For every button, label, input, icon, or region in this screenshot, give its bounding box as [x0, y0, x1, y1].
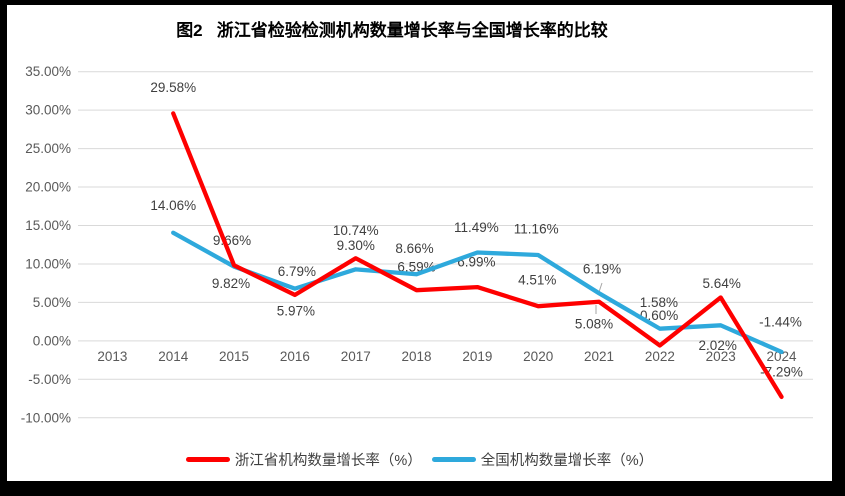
data-point-label: 2.02% — [699, 338, 737, 353]
y-axis-tick-label: 10.00% — [25, 256, 71, 271]
data-point-label: 8.66% — [395, 241, 433, 256]
data-point-label: 6.79% — [278, 264, 316, 279]
x-axis-tick-label: 2016 — [280, 349, 310, 364]
y-axis-tick-label: 30.00% — [25, 103, 71, 118]
x-axis-tick-label: 2013 — [97, 349, 127, 364]
data-point-label: 5.08% — [575, 316, 613, 331]
x-axis-tick-label: 2014 — [158, 349, 189, 364]
x-axis-tick-label: 2023 — [706, 349, 736, 364]
data-point-label: 10.74% — [333, 223, 379, 238]
plot-area: 35.00% 30.00% 25.00% 20.00% 15.00% 10.00% 5.00… — [21, 64, 813, 425]
data-point-label: 1.58% — [640, 295, 678, 310]
legend-swatch-national-blue-line — [431, 457, 476, 462]
x-axis-tick-label: 2018 — [402, 349, 432, 364]
legend-label-zhejiang: 浙江省机构数量增长率（%） — [234, 453, 422, 469]
chart-title: 图2 浙江省检验检测机构数量增长率与全国增长率的比较 — [176, 21, 608, 40]
legend-item-zhejiang: 浙江省机构数量增长率（%） — [185, 449, 422, 470]
y-axis-tick-label: 0.00% — [33, 333, 71, 348]
chart-canvas: 图2 浙江省检验检测机构数量增长率与全国增长率的比较 35.00% 30.00% 2… — [7, 5, 832, 481]
y-axis-tick-label: -10.00% — [21, 410, 71, 425]
legend-label-national: 全国机构数量增长率（%） — [480, 453, 654, 469]
data-point-label: 9.66% — [213, 233, 251, 248]
y-axis-tick-label: 5.00% — [33, 295, 71, 310]
x-axis-tick-label: 2019 — [462, 349, 492, 364]
series-line-zhejiang — [171, 111, 784, 400]
x-axis-tick-label: 2020 — [523, 349, 553, 364]
data-point-label: 5.64% — [703, 276, 741, 291]
legend-item-national: 全国机构数量增长率（%） — [431, 449, 654, 470]
y-axis-tick-label: 20.00% — [25, 180, 71, 195]
series-line-national — [171, 230, 784, 355]
label-leader-line — [598, 282, 603, 293]
x-axis-tick-label: 2021 — [584, 349, 614, 364]
x-axis-tick-label: 2022 — [645, 349, 675, 364]
y-axis-tick-label: 15.00% — [25, 218, 71, 233]
data-point-label: 29.58% — [150, 80, 196, 95]
data-point-label: 9.82% — [212, 276, 250, 291]
y-axis-tick-label: 35.00% — [25, 64, 71, 79]
x-axis-tick-label: 2024 — [767, 349, 798, 364]
legend: 浙江省机构数量增长率（%） 全国机构数量增长率（%） — [7, 449, 832, 470]
data-point-label: -1.44% — [759, 314, 802, 329]
data-point-label: 9.30% — [337, 238, 375, 253]
x-axis-tick-label: 2017 — [341, 349, 371, 364]
x-axis-tick-label: 2015 — [219, 349, 249, 364]
data-point-label: 11.16% — [514, 222, 559, 237]
data-point-label: 14.06% — [150, 198, 196, 213]
data-point-label: 11.49% — [454, 220, 499, 235]
y-axis-tick-label: -5.00% — [28, 372, 71, 387]
data-point-label: 5.97% — [277, 303, 315, 318]
data-point-label: -0.60% — [635, 308, 678, 323]
data-point-label: 6.19% — [583, 262, 621, 277]
legend-swatch-zhejiang-red-line — [185, 457, 230, 462]
data-point-label: 4.51% — [518, 273, 556, 288]
y-axis-tick-label: 25.00% — [25, 141, 71, 156]
